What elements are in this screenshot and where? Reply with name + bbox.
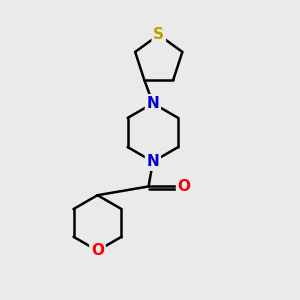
Text: N: N [146,96,159,111]
Text: O: O [91,243,104,258]
Text: N: N [146,154,159,169]
Text: O: O [178,179,190,194]
Text: S: S [153,27,164,42]
